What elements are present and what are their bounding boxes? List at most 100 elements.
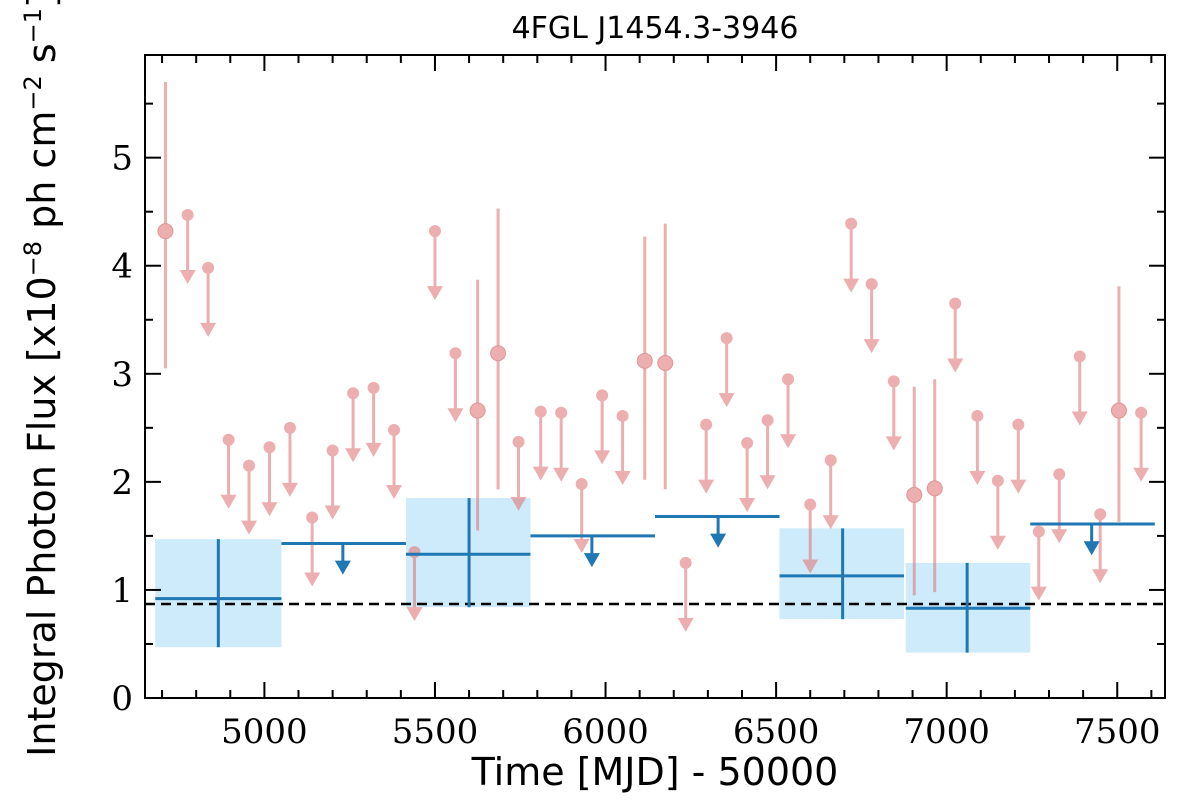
- fine-ul-arrowhead: [802, 559, 819, 574]
- fine-ul-arrowhead: [553, 467, 570, 482]
- chart-title: 4FGL J1454.3-3946: [512, 11, 799, 46]
- fine-upper-limit-37: [1071, 350, 1088, 426]
- y-axis-title: Integral Photon Flux [x10−8 ph cm−2 s−1]: [19, 0, 64, 757]
- fine-ul-marker: [1094, 508, 1107, 521]
- fine-ul-marker: [824, 454, 837, 467]
- y-tick-label: 3: [111, 355, 133, 395]
- fine-ul-arrowhead: [573, 539, 590, 554]
- fine-ul-marker: [761, 414, 774, 427]
- fine-ul-marker: [971, 409, 984, 422]
- fine-upper-limit-0: [179, 208, 196, 284]
- fine-ul-arrowhead: [304, 572, 321, 587]
- fine-ul-arrowhead: [324, 505, 341, 520]
- y-axis-title-exp2: −2: [19, 75, 47, 110]
- fine-detection-3: [636, 236, 653, 480]
- fine-upper-limit-17: [573, 478, 590, 554]
- fine-ul-marker: [596, 389, 609, 402]
- x-tick-label: 6000: [562, 712, 649, 752]
- fine-upper-limit-14: [510, 435, 527, 511]
- fine-ul-marker: [449, 347, 462, 360]
- fine-detection-1: [469, 279, 486, 531]
- fine-ul-marker: [575, 478, 588, 491]
- fine-upper-limit-5: [281, 421, 298, 497]
- x-tick-label: 5500: [392, 712, 479, 752]
- y-tick-label: 2: [111, 463, 133, 503]
- fine-ul-marker: [408, 546, 421, 559]
- fine-ul-arrowhead: [345, 448, 362, 463]
- fine-ul-marker: [202, 261, 215, 274]
- y-tick-label: 5: [111, 139, 133, 179]
- fine-upper-limit-1: [200, 261, 217, 337]
- fine-upper-limit-29: [863, 278, 880, 354]
- fine-ul-marker: [263, 441, 276, 454]
- fine-ul-marker: [367, 381, 380, 394]
- fine-ul-marker: [388, 423, 401, 436]
- fine-ul-marker: [222, 433, 235, 446]
- fine-ul-arrowhead: [1010, 479, 1027, 494]
- fine-upper-limit-19: [614, 409, 631, 485]
- fine-detection-7: [1110, 286, 1127, 522]
- fine-ul-marker: [555, 406, 568, 419]
- fine-ul-marker: [1135, 406, 1148, 419]
- fine-upper-limit-23: [739, 436, 756, 512]
- fine-ul-marker: [306, 511, 319, 524]
- fine-ul-arrowhead: [698, 479, 715, 494]
- fine-ul-marker: [243, 459, 256, 472]
- fine-ul-arrowhead: [885, 436, 902, 451]
- fine-ul-arrowhead: [261, 502, 278, 517]
- coarse-detection-0: [155, 539, 282, 648]
- fine-upper-limit-21: [698, 418, 715, 494]
- fine-upper-limit-2: [220, 433, 237, 509]
- x-axis-title: Time [MJD] - 50000: [471, 750, 839, 794]
- fine-upper-limit-34: [1010, 418, 1027, 494]
- fine-ul-marker: [700, 418, 713, 431]
- fine-ul-arrowhead: [677, 617, 694, 632]
- fine-upper-limit-12: [426, 225, 443, 301]
- fine-ul-marker: [887, 375, 900, 388]
- coarse-ul-arrowhead: [583, 553, 600, 568]
- fine-ul-arrowhead: [1071, 411, 1088, 426]
- fine-ul-arrowhead: [822, 515, 839, 530]
- fine-ul-arrowhead: [406, 607, 423, 622]
- fine-upper-limit-25: [780, 373, 797, 449]
- fine-ul-arrowhead: [1030, 586, 1047, 601]
- fine-ul-arrowhead: [200, 322, 217, 337]
- y-axis-title-exp3: −1: [19, 8, 47, 43]
- coarse-ul-arrowhead: [334, 560, 351, 575]
- fine-detection-0: [157, 82, 174, 369]
- fine-upper-limit-36: [1051, 468, 1068, 544]
- fine-ul-arrowhead: [969, 470, 986, 485]
- fine-ul-marker: [865, 278, 878, 291]
- fine-ul-arrowhead: [1051, 529, 1068, 544]
- fine-upper-limit-31: [947, 297, 964, 373]
- fine-ul-arrowhead: [1092, 569, 1109, 584]
- fine-ul-arrowhead: [739, 497, 756, 512]
- fine-ul-marker: [1012, 418, 1025, 431]
- y-axis-title-base: Integral Photon Flux [x10: [20, 276, 64, 757]
- fine-ul-marker: [1073, 350, 1086, 363]
- fine-detection-6: [926, 379, 943, 593]
- fine-upper-limit-3: [241, 459, 258, 535]
- fine-point: [906, 486, 923, 503]
- fine-upper-limit-39: [1133, 406, 1150, 482]
- fine-upper-limit-18: [594, 389, 611, 465]
- fine-ul-marker: [283, 421, 296, 434]
- fine-ul-arrowhead: [863, 339, 880, 354]
- fine-ul-arrowhead: [759, 475, 776, 490]
- fine-ul-marker: [679, 556, 692, 569]
- x-tick-label: 7000: [903, 712, 990, 752]
- coarse-ul-arrowhead: [710, 533, 727, 548]
- fine-detection-4: [657, 223, 674, 490]
- fine-upper-limit-16: [553, 406, 570, 482]
- coarse-ul-arrowhead: [1083, 541, 1100, 556]
- y-axis-title-mid2: s: [20, 43, 64, 75]
- fine-point: [1110, 402, 1127, 419]
- y-axis-title-mid: ph cm: [20, 111, 64, 241]
- fine-detection-2: [490, 208, 507, 490]
- fine-point: [157, 223, 174, 240]
- fine-ul-marker: [616, 409, 629, 422]
- fine-ul-marker: [1032, 525, 1045, 538]
- fine-ul-arrowhead: [989, 535, 1006, 550]
